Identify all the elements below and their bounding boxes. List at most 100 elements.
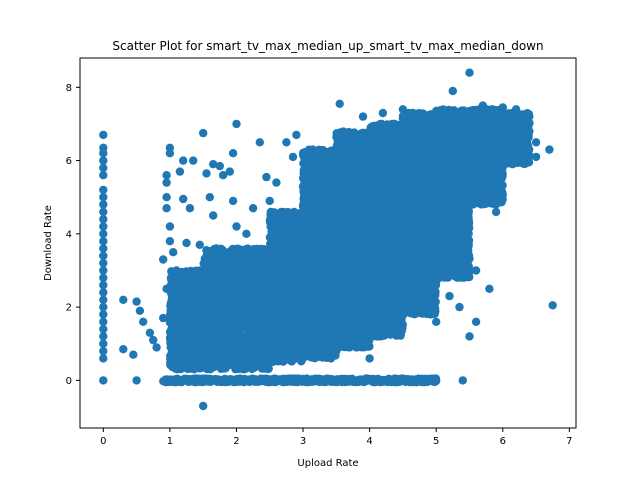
scatter-point xyxy=(166,273,176,282)
scatter-point xyxy=(180,312,189,321)
scatter-point xyxy=(211,357,220,366)
scatter-point xyxy=(321,263,330,273)
scatter-point xyxy=(280,296,289,306)
scatter-point xyxy=(308,207,318,216)
scatter-point xyxy=(287,331,297,340)
scatter-point xyxy=(177,304,187,313)
scatter-point xyxy=(210,307,219,316)
scatter-point xyxy=(322,271,332,280)
scatter-point xyxy=(314,229,323,238)
scatter-point xyxy=(238,340,247,349)
scatter-point xyxy=(235,327,244,336)
scatter-point xyxy=(290,318,299,327)
scatter-point xyxy=(310,296,320,305)
scatter-point xyxy=(311,280,321,290)
scatter-point xyxy=(302,294,312,303)
scatter-point xyxy=(218,349,227,358)
scatter-point xyxy=(246,303,255,312)
scatter-point xyxy=(286,261,296,271)
scatter-point xyxy=(225,268,234,277)
scatter-point xyxy=(319,324,328,333)
scatter-point xyxy=(212,268,222,277)
scatter-point xyxy=(310,262,319,271)
scatter-point xyxy=(303,157,313,166)
scatter-point xyxy=(183,280,193,289)
scatter-point xyxy=(238,255,247,264)
scatter-point xyxy=(319,316,329,326)
scatter-point xyxy=(243,331,252,340)
scatter-point xyxy=(191,329,201,338)
scatter-point xyxy=(188,357,197,367)
scatter-point xyxy=(192,279,201,288)
scatter-point xyxy=(185,270,194,279)
scatter-point xyxy=(308,222,317,231)
scatter-point xyxy=(168,328,177,337)
scatter-point xyxy=(272,248,281,258)
scatter-point xyxy=(205,364,214,374)
plot-area xyxy=(99,68,557,411)
scatter-point xyxy=(165,313,175,323)
scatter-point xyxy=(290,253,300,263)
scatter-point xyxy=(257,255,267,264)
scatter-point xyxy=(204,288,213,298)
scatter-point xyxy=(241,288,250,297)
scatter-point xyxy=(224,301,234,311)
scatter-point xyxy=(306,246,315,256)
chart-title: Scatter Plot for smart_tv_max_median_up_… xyxy=(112,39,543,53)
scatter-point xyxy=(300,309,309,318)
scatter-point xyxy=(248,339,257,348)
scatter-point xyxy=(275,226,284,235)
scatter-point xyxy=(220,357,229,366)
scatter-point xyxy=(239,365,249,374)
scatter-point xyxy=(180,325,189,335)
scatter-point xyxy=(299,278,309,288)
scatter-point xyxy=(305,172,315,181)
scatter-point xyxy=(181,343,190,352)
scatter-point xyxy=(315,182,324,191)
scatter-point xyxy=(237,299,246,308)
scatter-point xyxy=(285,351,294,360)
scatter-point xyxy=(204,315,213,324)
scatter-point xyxy=(272,319,281,328)
scatter-point xyxy=(319,293,328,302)
scatter-point xyxy=(325,280,334,289)
scatter-point xyxy=(229,314,238,323)
scatter-point xyxy=(269,327,279,337)
scatter-point xyxy=(211,336,220,345)
scatter-point xyxy=(265,217,275,227)
scatter-point xyxy=(271,277,280,286)
scatter-point xyxy=(202,271,211,280)
scatter-point xyxy=(301,335,310,345)
scatter-point xyxy=(285,227,294,236)
scatter-point xyxy=(243,317,253,326)
scatter-point xyxy=(303,263,312,273)
scatter-point xyxy=(190,337,199,346)
scatter-point xyxy=(273,339,282,348)
scatter-point xyxy=(282,269,291,279)
scatter-point xyxy=(282,243,291,252)
scatter-point xyxy=(171,353,180,362)
scatter-point xyxy=(175,293,184,302)
scatter-point xyxy=(228,281,237,290)
scatter-point xyxy=(239,245,248,255)
scatter-point xyxy=(245,262,254,271)
scatter-point xyxy=(302,230,311,240)
scatter-point xyxy=(174,336,183,346)
scatter-point xyxy=(199,259,208,268)
scatter-point xyxy=(300,148,310,157)
scatter-point xyxy=(318,194,327,204)
scatter-point xyxy=(221,341,230,350)
scatter-point xyxy=(311,163,320,172)
scatter-point xyxy=(322,236,331,245)
scatter-point xyxy=(270,293,280,302)
scatter-point xyxy=(277,261,286,270)
scatter-point xyxy=(313,308,323,317)
scatter-point xyxy=(317,151,326,161)
scatter-point xyxy=(269,256,278,266)
scatter-point xyxy=(312,270,322,279)
scatter-point xyxy=(307,325,316,335)
scatter-point xyxy=(185,319,195,328)
scatter-point xyxy=(173,365,182,374)
scatter-point xyxy=(205,247,214,257)
scatter-point xyxy=(319,221,329,230)
